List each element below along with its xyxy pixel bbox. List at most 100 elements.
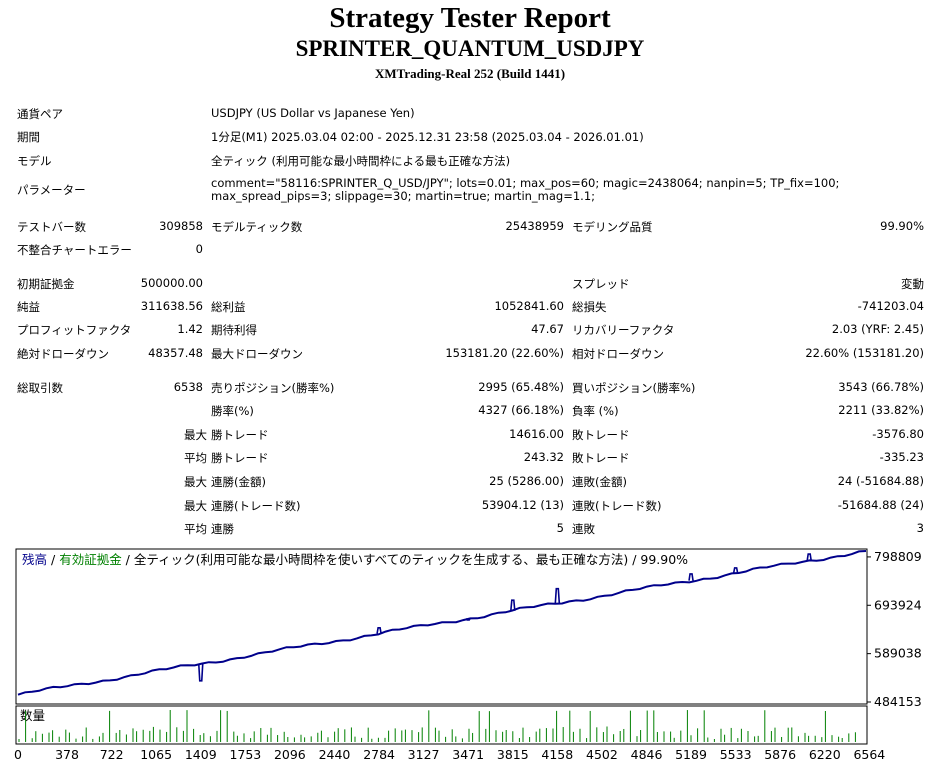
- row-pair: 通貨ペア USDJPY (US Dollar vs Japanese Yen): [0, 104, 940, 124]
- row-total-trades: 総取引数 6538 売りポジション(勝率%) 2995 (65.48%) 買いポ…: [0, 378, 940, 398]
- max-win-value: 14616.00: [509, 427, 564, 441]
- legend-separator: /: [47, 552, 59, 567]
- report-server: XMTrading-Real 252 (Build 1441): [374, 66, 566, 81]
- spread-value: 変動: [901, 277, 924, 291]
- avg-consec-loss-value: 3: [916, 521, 924, 535]
- balance-chart-svg: 残高 / 有効証拠金 / 全ティック(利用可能な最小時間枠を使いすべてのティック…: [14, 548, 922, 762]
- y-axis-ticks: 798809 693924 589038 484153: [867, 549, 922, 709]
- win-rate-label: 勝率(%): [211, 404, 254, 418]
- equity-spike: [376, 627, 382, 634]
- gross-loss-label: 総損失: [572, 300, 607, 314]
- recovery-value: 2.03 (YRF: 2.45): [831, 322, 924, 336]
- x-tick-label: 5533: [720, 747, 752, 761]
- consec-loss-amt-label: 連敗(金額): [572, 475, 627, 489]
- row-params: パラメーター: [0, 180, 940, 200]
- deposit-label: 初期証拠金: [17, 277, 75, 291]
- ticks-label: モデルティック数: [211, 220, 303, 234]
- avg-loss-value: -335.23: [879, 450, 924, 464]
- x-tick-label: 3471: [452, 747, 484, 761]
- row-win-rate: 勝率(%) 4327 (66.18%) 負率 (%) 2211 (33.82%): [0, 401, 940, 421]
- y-tick-label: 484153: [874, 694, 922, 709]
- net-label: 純益: [17, 300, 40, 314]
- consec-win-amt-value: 25 (5286.00): [489, 474, 564, 488]
- avg-label: 平均: [184, 451, 207, 465]
- rel-dd-value: 22.60% (153181.20): [805, 346, 924, 360]
- long-value: 3543 (66.78%): [838, 380, 924, 394]
- y-tick-label: 589038: [874, 646, 922, 661]
- x-tick-label: 5189: [675, 747, 707, 761]
- row-pf: プロフィットファクタ 1.42 期待利得 47.67 リカバリーファクタ 2.0…: [0, 320, 940, 340]
- avg-consec-win-value: 5: [556, 521, 564, 535]
- equity-spike: [197, 663, 204, 682]
- row-consec-amount: 最大 連勝(金額) 25 (5286.00) 連敗(金額) 24 (-51684…: [0, 472, 940, 492]
- max-label: 最大: [184, 475, 207, 489]
- pf-value: 1.42: [177, 322, 203, 336]
- y-tick-label: 798809: [874, 549, 922, 564]
- consec-win-amt-label: 連勝(金額): [211, 475, 266, 489]
- x-tick-label: 2096: [274, 747, 306, 761]
- abs-dd-value: 48357.48: [148, 346, 203, 360]
- net-value: 311638.56: [140, 299, 203, 313]
- spread-label: スプレッド: [572, 277, 630, 291]
- x-tick-label: 4502: [586, 747, 618, 761]
- row-period: 期間 1分足(M1) 2025.03.04 02:00 - 2025.12.31…: [0, 127, 940, 147]
- x-tick-label: 0: [14, 747, 22, 761]
- row-model: モデル 全ティック (利用可能な最小時間枠による最も正確な方法): [0, 151, 940, 171]
- equity-spike: [465, 617, 471, 621]
- balance-series: [17, 550, 867, 696]
- equity-spike: [688, 573, 694, 581]
- equity-spike: [510, 599, 516, 611]
- x-tick-label: 5876: [764, 747, 796, 761]
- legend-balance: 残高: [22, 552, 47, 567]
- legend-description: / 全ティック(利用可能な最小時間枠を使いすべてのティックを生成する、最も正確な…: [122, 552, 688, 567]
- x-tick-label: 6220: [809, 747, 841, 761]
- pair-value: USDJPY (US Dollar vs Japanese Yen): [211, 106, 415, 120]
- avg-consec-win-label: 連勝: [211, 522, 234, 536]
- equity-spike: [806, 553, 812, 561]
- gross-loss-value: -741203.04: [857, 299, 924, 313]
- chart-legend: 残高 / 有効証拠金 / 全ティック(利用可能な最小時間枠を使いすべてのティック…: [22, 552, 688, 567]
- equity-spike: [732, 567, 739, 574]
- params-label: パラメーター: [17, 183, 86, 197]
- row-net: 純益 311638.56 総利益 1052841.60 総損失 -741203.…: [0, 297, 940, 317]
- gross-profit-label: 総利益: [211, 300, 246, 314]
- consec-loss-trades-value: -51684.88 (24): [837, 498, 924, 512]
- bars-label: テストバー数: [17, 220, 86, 234]
- equity-spike: [554, 587, 561, 604]
- balance-chart: 残高 / 有効証拠金 / 全ティック(利用可能な最小時間枠を使いすべてのティック…: [0, 545, 940, 762]
- model-value: 全ティック (利用可能な最小時間枠による最も正確な方法): [211, 154, 511, 168]
- x-tick-label: 2440: [319, 747, 351, 761]
- balance-line: [17, 550, 867, 696]
- avg-win-value: 243.32: [523, 450, 564, 464]
- quality-label: モデリング品質: [572, 220, 653, 234]
- row-deposit: 初期証拠金 500000.00 スプレッド 変動: [0, 274, 940, 294]
- x-tick-label: 6564: [853, 747, 885, 761]
- max-loss-value: -3576.80: [872, 427, 924, 441]
- deposit-value: 500000.00: [140, 276, 203, 290]
- period-value: 1分足(M1) 2025.03.04 02:00 - 2025.12.31 23…: [211, 130, 644, 144]
- avg-loss-label: 敗トレード: [572, 451, 630, 465]
- short-value: 2995 (65.48%): [478, 380, 564, 394]
- loss-rate-value: 2211 (33.82%): [838, 403, 924, 417]
- x-tick-label: 722: [100, 747, 124, 761]
- gross-profit-value: 1052841.60: [494, 299, 564, 313]
- x-tick-label: 1065: [140, 747, 172, 761]
- avg-label: 平均: [184, 522, 207, 536]
- avg-win-label: 勝トレード: [211, 451, 269, 465]
- max-win-label: 勝トレード: [211, 428, 269, 442]
- max-dd-label: 最大ドローダウン: [211, 347, 303, 361]
- consec-loss-trades-label: 連敗(トレード数): [572, 499, 662, 513]
- quality-value: 99.90%: [880, 219, 924, 233]
- row-max-trade: 最大 勝トレード 14616.00 敗トレード -3576.80: [0, 425, 940, 445]
- max-label: 最大: [184, 499, 207, 513]
- x-tick-label: 2784: [363, 747, 395, 761]
- row-bars: テストバー数 309858 モデルティック数 25438959 モデリング品質 …: [0, 217, 940, 237]
- x-axis-ticks: 0 378 722 1065 1409 1753 2096 2440 2784 3127 3471 3…: [14, 747, 885, 762]
- win-rate-value: 4327 (66.18%): [478, 403, 564, 417]
- ticks-value: 25438959: [505, 219, 564, 233]
- pair-label: 通貨ペア: [17, 107, 63, 121]
- period-label: 期間: [17, 130, 40, 144]
- bars-value: 309858: [159, 219, 203, 233]
- x-tick-label: 3127: [408, 747, 440, 761]
- x-tick-label: 4158: [541, 747, 573, 761]
